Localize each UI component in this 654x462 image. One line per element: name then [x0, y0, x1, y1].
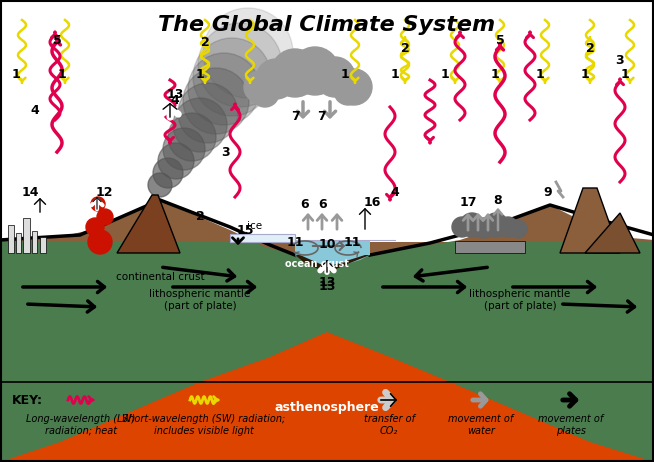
Text: The Global Climate System: The Global Climate System: [158, 15, 496, 35]
Polygon shape: [560, 188, 620, 253]
Text: 8: 8: [494, 194, 502, 207]
Text: 14: 14: [21, 187, 39, 200]
Text: 11: 11: [343, 236, 361, 249]
Bar: [8, 225, 14, 253]
Text: 6: 6: [301, 199, 309, 212]
Text: 2: 2: [585, 42, 594, 55]
Text: 4: 4: [31, 103, 39, 116]
Text: 17: 17: [459, 196, 477, 209]
Circle shape: [203, 8, 293, 98]
Circle shape: [86, 218, 104, 236]
Circle shape: [168, 113, 216, 161]
Circle shape: [460, 213, 484, 237]
Text: 11: 11: [286, 236, 303, 249]
Text: ice: ice: [247, 221, 262, 231]
Text: 1: 1: [12, 68, 20, 81]
Circle shape: [163, 128, 205, 170]
Circle shape: [198, 23, 282, 107]
Text: 2: 2: [401, 42, 409, 55]
Text: 3: 3: [615, 54, 625, 67]
Circle shape: [498, 217, 518, 237]
Text: 5: 5: [52, 34, 61, 47]
Circle shape: [188, 53, 260, 125]
Text: Short-wavelength (SW) radiation;
includes visible light: Short-wavelength (SW) radiation; include…: [122, 414, 286, 436]
Circle shape: [509, 220, 527, 238]
Text: 7: 7: [290, 110, 300, 123]
Circle shape: [256, 59, 296, 99]
Text: movement of
water: movement of water: [449, 414, 513, 436]
Text: 6: 6: [318, 199, 327, 212]
Text: 12: 12: [95, 186, 112, 199]
Text: 3: 3: [220, 146, 230, 158]
Text: 9: 9: [543, 187, 553, 200]
Bar: [0, 0, 654, 255]
Text: Long-wavelength (LW)
radiation; heat: Long-wavelength (LW) radiation; heat: [26, 414, 135, 436]
Circle shape: [183, 68, 249, 134]
Text: lithospheric mantle
(part of plate): lithospheric mantle (part of plate): [470, 289, 571, 311]
Text: 4: 4: [390, 186, 400, 199]
Bar: [23, 218, 30, 253]
Circle shape: [148, 173, 172, 197]
Polygon shape: [295, 240, 370, 270]
Text: 15: 15: [236, 224, 254, 237]
Circle shape: [178, 83, 238, 143]
Text: 1: 1: [390, 68, 400, 81]
Bar: [16, 233, 21, 253]
Circle shape: [336, 69, 372, 105]
Text: ocean crust: ocean crust: [285, 259, 349, 269]
Text: 5: 5: [496, 34, 504, 47]
Bar: [455, 241, 525, 253]
Text: 4: 4: [171, 93, 179, 107]
Text: continental crust: continental crust: [116, 272, 204, 282]
Text: 7: 7: [318, 110, 326, 123]
Polygon shape: [230, 234, 295, 242]
Text: 13: 13: [318, 280, 336, 293]
Bar: [32, 231, 37, 253]
Text: 1: 1: [536, 68, 544, 81]
Text: 1: 1: [341, 68, 349, 81]
Polygon shape: [0, 332, 654, 462]
Circle shape: [158, 143, 194, 179]
Text: 2: 2: [196, 211, 204, 224]
Text: 16: 16: [364, 195, 381, 208]
Circle shape: [153, 158, 183, 188]
Circle shape: [193, 38, 271, 116]
Circle shape: [251, 79, 279, 107]
Polygon shape: [370, 205, 654, 255]
Bar: [0, 242, 654, 462]
Circle shape: [474, 218, 494, 238]
Text: 1: 1: [441, 68, 449, 81]
Polygon shape: [0, 200, 295, 255]
Circle shape: [291, 47, 339, 95]
Text: 1: 1: [58, 68, 66, 81]
Text: 2: 2: [201, 36, 209, 49]
Circle shape: [334, 77, 362, 105]
Circle shape: [173, 98, 227, 152]
Text: movement of
plates: movement of plates: [538, 414, 604, 436]
Circle shape: [315, 57, 355, 97]
Text: asthenosphere: asthenosphere: [275, 401, 379, 413]
Text: KEY:: KEY:: [12, 394, 43, 407]
Circle shape: [91, 197, 105, 211]
Circle shape: [97, 209, 113, 225]
Text: 1: 1: [196, 68, 204, 81]
Circle shape: [452, 217, 472, 237]
Polygon shape: [585, 213, 640, 253]
Circle shape: [271, 49, 319, 97]
Text: 10: 10: [318, 238, 336, 251]
Polygon shape: [295, 255, 370, 273]
Bar: [40, 237, 46, 253]
Circle shape: [484, 213, 508, 237]
Circle shape: [244, 71, 276, 103]
Text: 13: 13: [166, 89, 184, 102]
Text: 13: 13: [318, 276, 336, 290]
Circle shape: [88, 230, 112, 254]
Text: 1: 1: [621, 68, 629, 81]
Polygon shape: [117, 195, 180, 253]
Text: lithospheric mantle
(part of plate): lithospheric mantle (part of plate): [149, 289, 250, 311]
Text: 1: 1: [490, 68, 500, 81]
Text: transfer of
CO₂: transfer of CO₂: [364, 414, 415, 436]
Text: 1: 1: [581, 68, 589, 81]
